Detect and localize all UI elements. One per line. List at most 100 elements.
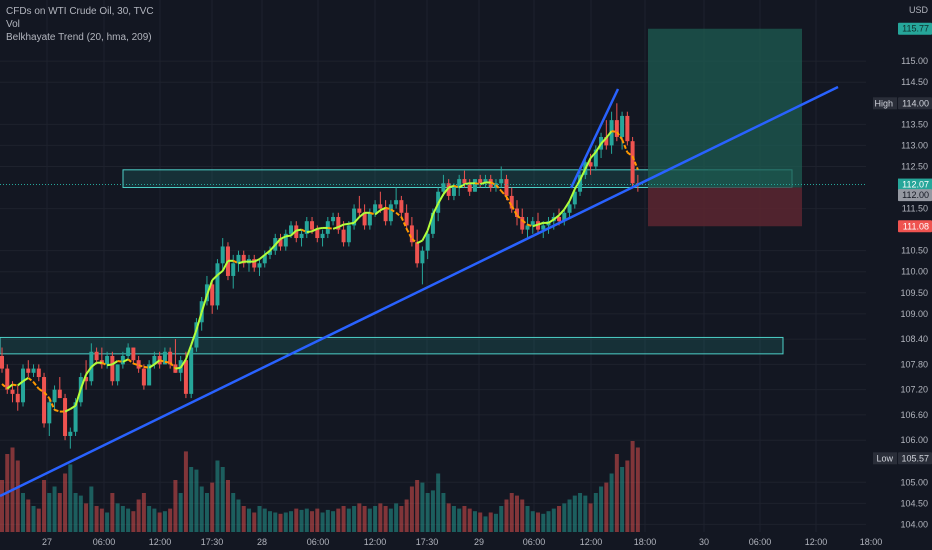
volume-bar [126, 508, 131, 532]
candle-body [567, 204, 572, 213]
volume-bar [178, 493, 183, 532]
candle-body [42, 377, 47, 424]
time-tick-label: 06:00 [523, 537, 546, 547]
volume-bar [136, 499, 141, 532]
volume-bar [89, 486, 94, 532]
candle-body [220, 246, 225, 264]
volume-bar [99, 508, 104, 532]
volume-bar [42, 480, 47, 532]
low-label-bg [873, 452, 897, 465]
volume-bar [430, 490, 435, 532]
volume-bar [462, 506, 467, 532]
candle-body [504, 179, 509, 196]
candle-body [231, 263, 236, 276]
indicator-segment [437, 193, 445, 205]
price-tick-label: 114.50 [901, 77, 928, 87]
volume-bar [31, 506, 36, 532]
volume-legend[interactable]: Vol [6, 19, 20, 30]
volume-bar [520, 499, 525, 532]
indicator-segment [611, 130, 617, 133]
indicator-segment [553, 214, 560, 221]
volume-bar [147, 506, 152, 532]
indicator-legend[interactable]: Belkhayate Trend (20, hma, 209) [6, 32, 152, 43]
low-tag-bg [898, 452, 932, 465]
candle-body [388, 204, 393, 222]
indicator-segment [343, 222, 349, 226]
stop-tag: 111.08 [903, 221, 929, 231]
indicator-segment [458, 183, 465, 189]
candle-body [530, 221, 535, 226]
indicator-segment [474, 182, 481, 186]
volume-bar [404, 499, 409, 532]
symbol-title[interactable]: CFDs on WTI Crude Oil, 30, TVC [6, 6, 154, 17]
volume-bar [399, 506, 404, 532]
candle-body [604, 136, 609, 146]
volume-bar [36, 508, 41, 532]
candle-body [31, 368, 36, 373]
indicator-segment [153, 359, 161, 366]
volume-bar [52, 486, 57, 532]
volume-bar [331, 511, 336, 532]
candle-body [578, 174, 583, 192]
time-tick-label: 06:00 [749, 537, 772, 547]
indicator-segment [516, 214, 523, 222]
volume-bar [26, 499, 31, 532]
volume-bar [73, 493, 78, 532]
candle-body [120, 355, 125, 365]
candle-body [420, 250, 425, 264]
volume-bar [152, 508, 157, 532]
indicator-segment [269, 244, 277, 252]
candle-body [194, 322, 199, 348]
indicator-segment [621, 139, 629, 153]
candle-body [614, 120, 619, 137]
target-tag-bg [898, 22, 932, 35]
volume-bar [289, 511, 294, 532]
candle-body [425, 233, 430, 251]
candle-body [478, 179, 483, 184]
volume-bar [536, 512, 541, 532]
indicator-segment [306, 230, 313, 234]
indicator-segment [148, 363, 155, 369]
indicator-segment [122, 358, 129, 363]
volume-bar [441, 493, 446, 532]
volume-bar [115, 503, 120, 532]
candle-body [0, 355, 4, 369]
candle-body [5, 368, 10, 390]
indicator-segment [38, 387, 45, 394]
price-tick-label: 104.50 [900, 498, 928, 508]
candle-body [278, 238, 283, 247]
candle-body [451, 187, 456, 196]
candle-body [472, 179, 477, 192]
indicator-segment [290, 229, 297, 237]
volume-bar [68, 464, 73, 532]
indicator-segment [374, 209, 381, 216]
volume-bar [546, 511, 551, 532]
indicator-segment [379, 206, 387, 212]
volume-bar [525, 506, 530, 532]
candle-body [394, 200, 399, 205]
indicator-segment [400, 216, 408, 230]
candle-body [572, 191, 577, 205]
volume-bar [572, 495, 577, 532]
volume-bar [388, 508, 393, 532]
indicator-segment [579, 168, 587, 181]
time-axis[interactable]: 27 06:00 12:00 17:30 28 06:00 12:00 17:30 29 06:0… [42, 537, 882, 547]
indicator-segment [111, 360, 119, 366]
indicator-segment [337, 223, 345, 228]
indicator-segment [558, 208, 566, 216]
candle-body [68, 431, 73, 436]
volume-bar [278, 513, 283, 532]
volume-bar [583, 495, 588, 532]
indicator-segment [442, 186, 450, 195]
trendlines[interactable] [0, 85, 839, 498]
candle-body [299, 233, 304, 239]
long-position-tool[interactable] [648, 28, 802, 227]
indicator-segment [169, 362, 177, 370]
indicator-segment [90, 361, 98, 368]
price-axis[interactable]: 115.00 114.50 113.50 113.00 112.50 111.50 110.… [900, 56, 928, 529]
volume-bar [541, 513, 546, 532]
volume-bar [415, 480, 420, 532]
volume-bar [105, 512, 110, 532]
candle-body [215, 263, 220, 306]
